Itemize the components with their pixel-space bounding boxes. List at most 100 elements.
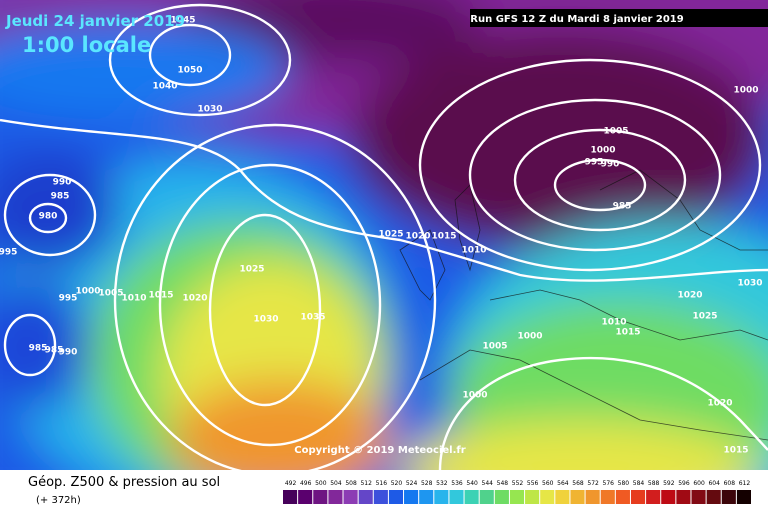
scale-swatch: [373, 490, 388, 504]
isobar-label: 995: [0, 248, 17, 258]
scale-label: 596: [678, 480, 690, 487]
scale-swatch: [661, 490, 676, 504]
scale-label: 568: [572, 480, 584, 487]
valid-date: Jeudi 24 janvier 2019: [5, 12, 185, 30]
isobar-label: 985: [45, 346, 64, 356]
scale-label: 536: [451, 480, 463, 487]
scale-swatch: [388, 490, 404, 504]
scale-label: 508: [345, 480, 357, 487]
scale-label: 520: [391, 480, 403, 487]
scale-swatch: [646, 490, 661, 504]
isobar-label: 990: [59, 348, 78, 358]
isobar-label: 1015: [723, 446, 748, 456]
scale-swatch: [404, 490, 419, 504]
isobar-label: 1005: [98, 289, 123, 299]
isobar-label: 980: [39, 212, 58, 222]
isobar-label: 985: [29, 344, 48, 354]
isobar-label: 1040: [152, 82, 177, 92]
scale-label: 600: [693, 480, 705, 487]
lead-time: (+ 372h): [36, 495, 81, 506]
isobar-label: 1030: [737, 279, 762, 289]
scale-swatch: [615, 490, 630, 504]
scale-swatch: [419, 490, 434, 504]
isobar-label: 1020: [677, 291, 702, 301]
scale-swatch: [479, 490, 494, 504]
scale-swatch: [555, 490, 570, 504]
isobar-label: 1030: [197, 105, 222, 115]
product-title: Géop. Z500 & pression au sol: [28, 475, 220, 490]
isobars: [0, 3, 768, 470]
scale-swatch: [494, 490, 509, 504]
scale-label: 560: [542, 480, 554, 487]
scale-swatch: [313, 490, 328, 504]
scale-swatch: [283, 490, 298, 504]
scale-swatch: [434, 490, 449, 504]
scale-swatch: [540, 490, 555, 504]
scale-label: 512: [360, 480, 372, 487]
isobar-label: 995: [59, 294, 78, 304]
scale-label: 544: [482, 480, 494, 487]
scale-label: 572: [587, 480, 599, 487]
copyright: Copyright © 2019 Meteociel.fr: [294, 445, 465, 456]
scale-swatch: [464, 490, 479, 504]
scale-swatch: [298, 490, 313, 504]
isobar-label: 1000: [75, 287, 100, 297]
scale-label: 552: [512, 480, 524, 487]
scale-label: 532: [436, 480, 448, 487]
scale-label: 592: [663, 480, 675, 487]
scale-label: 604: [708, 480, 720, 487]
scale-label: 556: [527, 480, 539, 487]
isobar-label: 1000: [462, 391, 487, 401]
scale-label: 576: [603, 480, 615, 487]
isobar-label: 1025: [239, 265, 264, 275]
scale-swatch: [525, 490, 540, 504]
scale-label: 516: [376, 480, 388, 487]
scale-label: 588: [648, 480, 660, 487]
valid-time: 1:00 locale: [22, 33, 151, 57]
isobar-label: 990: [53, 178, 72, 188]
scale-swatch: [721, 490, 736, 504]
scale-swatch: [676, 490, 691, 504]
isobar-label: 1005: [603, 127, 628, 137]
isobar-label: 1000: [590, 146, 615, 156]
scale-label: 580: [618, 480, 630, 487]
scale-label: 608: [724, 480, 736, 487]
scale-swatch: [600, 490, 615, 504]
scale-swatch: [328, 490, 343, 504]
isobar-label: 985: [613, 202, 632, 212]
scale-label: 500: [315, 480, 327, 487]
isobar-label: 1020: [182, 294, 207, 304]
scale-label: 496: [300, 480, 312, 487]
scale-swatch: [736, 490, 751, 504]
isobar-label: 995: [585, 158, 604, 168]
isobar-label: 1025: [692, 312, 717, 322]
isobar-label: 1050: [177, 66, 202, 76]
scale-label: 540: [466, 480, 478, 487]
isobar-label: 985: [51, 192, 70, 202]
color-scale: 492 496 500 504 508 512 516 520 524 528 532 536 540 5…: [283, 480, 751, 504]
isobar-labels: 1045105010401030990985980995995100010051…: [0, 16, 763, 456]
isobar-label: 1010: [121, 294, 146, 304]
isobar-label: 1015: [615, 328, 640, 338]
scale-label: 612: [739, 480, 751, 487]
isobar-label: 1045: [170, 16, 195, 26]
run-info: Run GFS 12 Z du Mardi 8 janvier 2019: [470, 14, 683, 25]
scale-swatch: [570, 490, 585, 504]
scale-swatch: [358, 490, 373, 504]
isobar-label: 1000: [517, 332, 542, 342]
isobar-label: 1015: [431, 232, 456, 242]
scale-swatch: [449, 490, 464, 504]
scale-label: 492: [285, 480, 297, 487]
scale-label: 548: [497, 480, 509, 487]
scale-swatch: [630, 490, 646, 504]
scale-swatch: [706, 490, 721, 504]
scale-swatch: [691, 490, 706, 504]
isobar-label: 1000: [733, 86, 758, 96]
isobar-label: 1015: [148, 291, 173, 301]
scale-swatch: [509, 490, 525, 504]
isobar-label: 1005: [482, 342, 507, 352]
isobar-label: 1010: [601, 318, 626, 328]
